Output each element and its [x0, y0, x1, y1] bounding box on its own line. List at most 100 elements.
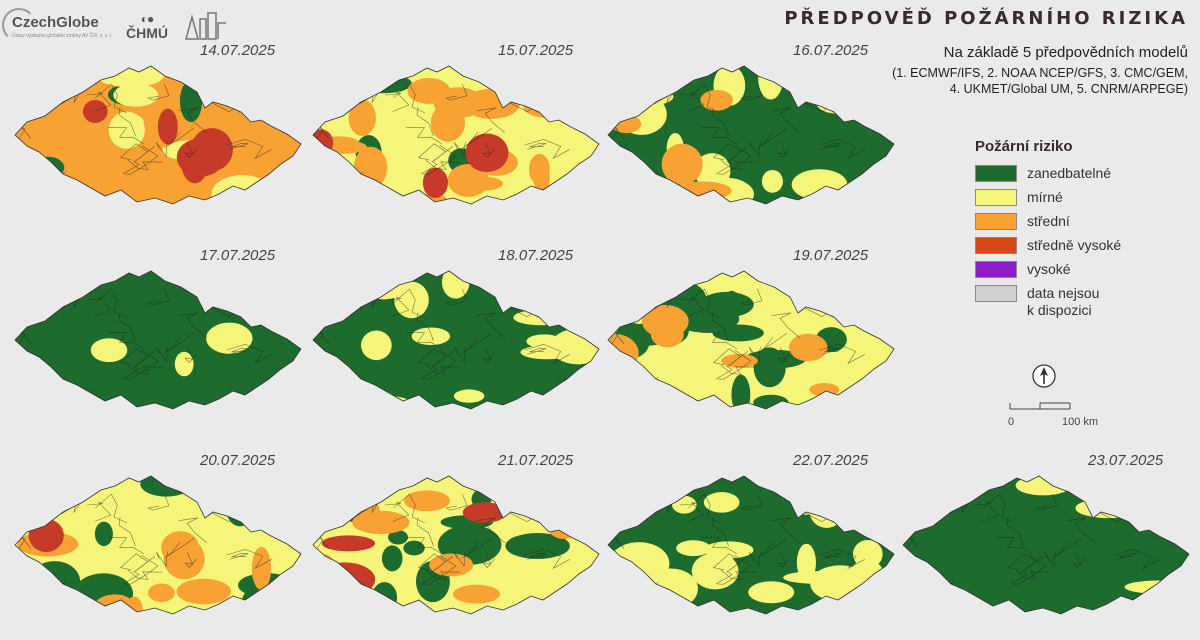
risk-patch-zanedbatelne: [15, 168, 42, 204]
forecast-map-svg: [14, 65, 302, 205]
risk-patch-zanedbatelne: [552, 492, 588, 517]
risk-patch-stredni: [251, 546, 272, 591]
risk-patch-zanedbatelne: [531, 492, 590, 528]
risk-patch-mirne: [361, 330, 392, 361]
risk-patch-stredni: [661, 143, 703, 185]
risk-patch-stredne-vysoke: [219, 91, 287, 107]
risk-patch-mirne: [791, 169, 848, 201]
risk-patch-mirne: [1015, 476, 1071, 496]
risk-patch-stredni: [348, 99, 376, 137]
risk-patch-stredne-vysoke: [157, 108, 178, 145]
risk-patch-mirne: [90, 338, 128, 363]
legend-swatch: [975, 237, 1017, 254]
risk-patch-mirne: [211, 175, 274, 204]
legend-item: data nejsou k dispozici: [975, 285, 1121, 325]
forecast-map-svg: [607, 270, 895, 410]
risk-patch-mirne: [815, 90, 859, 114]
risk-patch-stredni: [429, 553, 474, 577]
chmu-logo: ◐● ČHMÚ: [126, 12, 168, 40]
risk-patch-zanedbatelne: [388, 530, 408, 545]
risk-patch-zanedbatelne: [505, 532, 570, 560]
legend-item: středně vysoké: [975, 237, 1121, 261]
risk-patch-mirne: [323, 272, 342, 310]
risk-patch-zanedbatelne: [699, 291, 754, 318]
legend-swatch: [975, 285, 1017, 302]
forecast-map-svg: [607, 475, 895, 615]
forecast-map-6: 19.07.2025: [598, 245, 898, 435]
legend-label: středně vysoké: [1027, 237, 1122, 253]
forecast-map-svg: [312, 270, 600, 410]
risk-patch-stredni: [611, 114, 642, 134]
risk-patch-mirne: [96, 66, 165, 88]
risk-patch-zanedbatelne: [371, 582, 398, 613]
map-date-label: 19.07.2025: [793, 247, 869, 264]
legend-swatch: [975, 261, 1017, 278]
country-outline: [312, 475, 600, 615]
risk-patch-stredne-vysoke: [422, 167, 449, 199]
risk-patch-stredni: [523, 95, 576, 119]
risk-patch-stredni: [163, 538, 205, 580]
subtitle-block: Na základě 5 předpovědních modelů (1. EC…: [892, 44, 1188, 97]
forecast-map-8: 21.07.2025: [303, 450, 603, 640]
subtitle-model-list-line2: 4. UKMET/Global UM, 5. CNRM/ARPEGE): [949, 82, 1188, 96]
risk-patch-mirne: [196, 66, 225, 99]
czechglobe-logo: CzechGlobe Ústav výzkumu globální změny …: [2, 7, 112, 42]
scale-bar-graphic: [1009, 402, 1071, 410]
risk-patch-mirne: [643, 568, 698, 609]
risk-patch-stredne-vysoke: [321, 535, 376, 552]
risk-patch-stredne-vysoke: [176, 138, 225, 177]
legend-item: střední: [975, 213, 1121, 237]
risk-patch-mirne: [758, 66, 784, 100]
country-outline: [312, 270, 600, 410]
map-date-label: 17.07.2025: [200, 247, 276, 264]
forecast-map-2: 15.07.2025: [303, 40, 603, 230]
map-date-label: 16.07.2025: [793, 42, 869, 59]
risk-patch-stredni: [148, 583, 175, 603]
risk-patch-zanedbatelne: [403, 540, 425, 556]
risk-patch-zanedbatelne: [254, 181, 275, 204]
risk-patch-zanedbatelne: [29, 561, 81, 603]
legend: Požární riziko zanedbatelné mírné střední s…: [975, 138, 1121, 325]
page-title: PŘEDPOVĚĎ POŽÁRNÍHO RIZIKA: [784, 8, 1188, 29]
risk-patch-zanedbatelne: [179, 80, 203, 123]
risk-patch-mirne: [809, 492, 845, 528]
subtitle-models: Na základě 5 předpovědních modelů: [943, 44, 1188, 61]
risk-patch-mirne: [313, 388, 365, 409]
risk-patch-mirne: [835, 80, 875, 110]
legend-label: data nejsou k dispozici: [1027, 285, 1100, 318]
forecast-map-4: 17.07.2025: [5, 245, 305, 435]
forecast-map-10: 23.07.2025: [893, 450, 1193, 640]
risk-patch-zanedbatelne: [712, 324, 764, 342]
risk-patch-stredne-vysoke: [28, 518, 64, 552]
forecast-map-svg: [607, 65, 895, 205]
country-outline: [607, 270, 895, 410]
map-date-label: 18.07.2025: [498, 247, 574, 264]
risk-patch-stredni: [528, 153, 550, 185]
risk-patch-zanedbatelne: [753, 394, 789, 409]
risk-patch-stredni: [272, 518, 301, 538]
risk-patch-stredne-vysoke: [313, 562, 376, 597]
forecast-map-7: 20.07.2025: [5, 450, 305, 640]
risk-patch-stredni: [788, 333, 828, 362]
north-arrow-icon: [1032, 364, 1056, 388]
risk-patch-mirne: [761, 169, 783, 193]
risk-patch-zanedbatelne: [140, 476, 193, 497]
risk-patch-stredni: [453, 584, 500, 604]
scale-bar: 0 100 km: [1008, 398, 1108, 430]
risk-patch-mirne: [360, 271, 409, 300]
legend-swatch: [975, 213, 1017, 230]
map-date-label: 23.07.2025: [1088, 452, 1164, 469]
legend-label: mírné: [1027, 189, 1063, 205]
risk-patch-mirne: [619, 87, 674, 106]
risk-patch-mirne: [453, 389, 485, 403]
risk-patch-mirne: [441, 271, 470, 299]
risk-patch-zanedbatelne: [225, 483, 255, 527]
forecast-map-svg: [312, 475, 600, 615]
country-outline: [902, 475, 1190, 615]
scale-label-zero: 0: [1008, 416, 1015, 428]
risk-patch-mirne: [691, 552, 739, 590]
risk-patch-zanedbatelne: [15, 580, 53, 614]
risk-patch-mirne: [676, 540, 711, 557]
risk-patch-mirne: [113, 83, 159, 107]
forecast-map-9: 22.07.2025: [598, 450, 898, 640]
